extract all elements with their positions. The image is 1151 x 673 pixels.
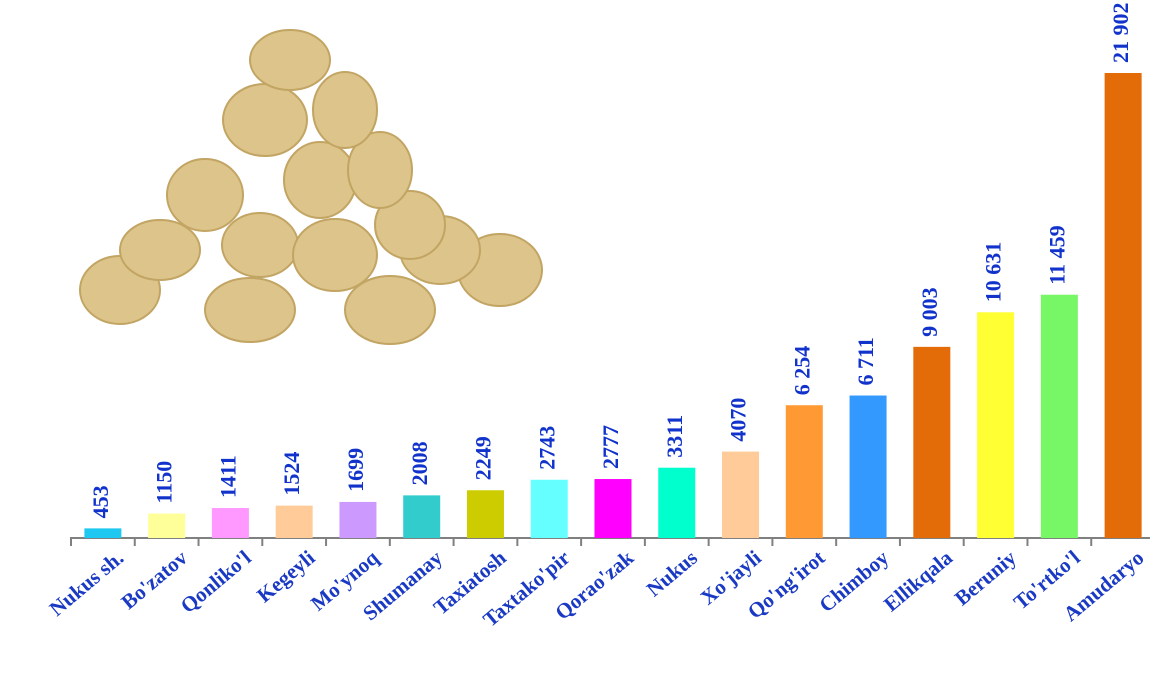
value-label: 11 459: [1044, 225, 1069, 284]
value-label: 1699: [343, 448, 368, 492]
potato-image: [79, 29, 543, 345]
x-tick-label: Nukus: [642, 545, 702, 601]
value-label: 453: [88, 485, 113, 518]
value-label: 6 711: [853, 337, 878, 385]
value-label: 2743: [534, 426, 559, 470]
value-label: 1524: [279, 452, 304, 496]
bar: [658, 467, 696, 538]
x-tick-label: Ellikqala: [879, 545, 957, 616]
bar: [84, 528, 122, 538]
bar: [785, 405, 823, 538]
x-tick-label: Nukus sh.: [45, 545, 128, 620]
value-label: 2008: [407, 441, 432, 485]
value-label: 2249: [471, 436, 496, 480]
bar: [594, 479, 632, 538]
bar: [466, 490, 504, 538]
bar: [339, 501, 377, 538]
value-label: 21 902: [1108, 3, 1133, 64]
value-label: 1411: [215, 455, 240, 498]
bar: [1040, 294, 1078, 538]
bar: [148, 513, 186, 538]
bar: [849, 395, 887, 538]
bar: [211, 508, 249, 538]
x-tick-label: Qonliko'l: [176, 545, 256, 618]
bar: [403, 495, 441, 538]
x-tick-label: Beruniy: [950, 545, 1021, 610]
value-label: 1150: [152, 461, 177, 504]
bar: [1104, 73, 1142, 538]
bar: [722, 451, 760, 538]
bar: [530, 479, 568, 538]
value-label: 10 631: [981, 242, 1006, 303]
bar: [913, 346, 951, 538]
value-label: 2777: [598, 425, 623, 469]
value-label: 6 254: [789, 346, 814, 396]
value-label: 9 003: [917, 287, 942, 337]
bar: [977, 312, 1015, 538]
value-label: 4070: [726, 398, 751, 442]
value-label: 3311: [662, 415, 687, 458]
x-tick-label: Chimboy: [814, 545, 893, 617]
bar: [275, 505, 313, 538]
